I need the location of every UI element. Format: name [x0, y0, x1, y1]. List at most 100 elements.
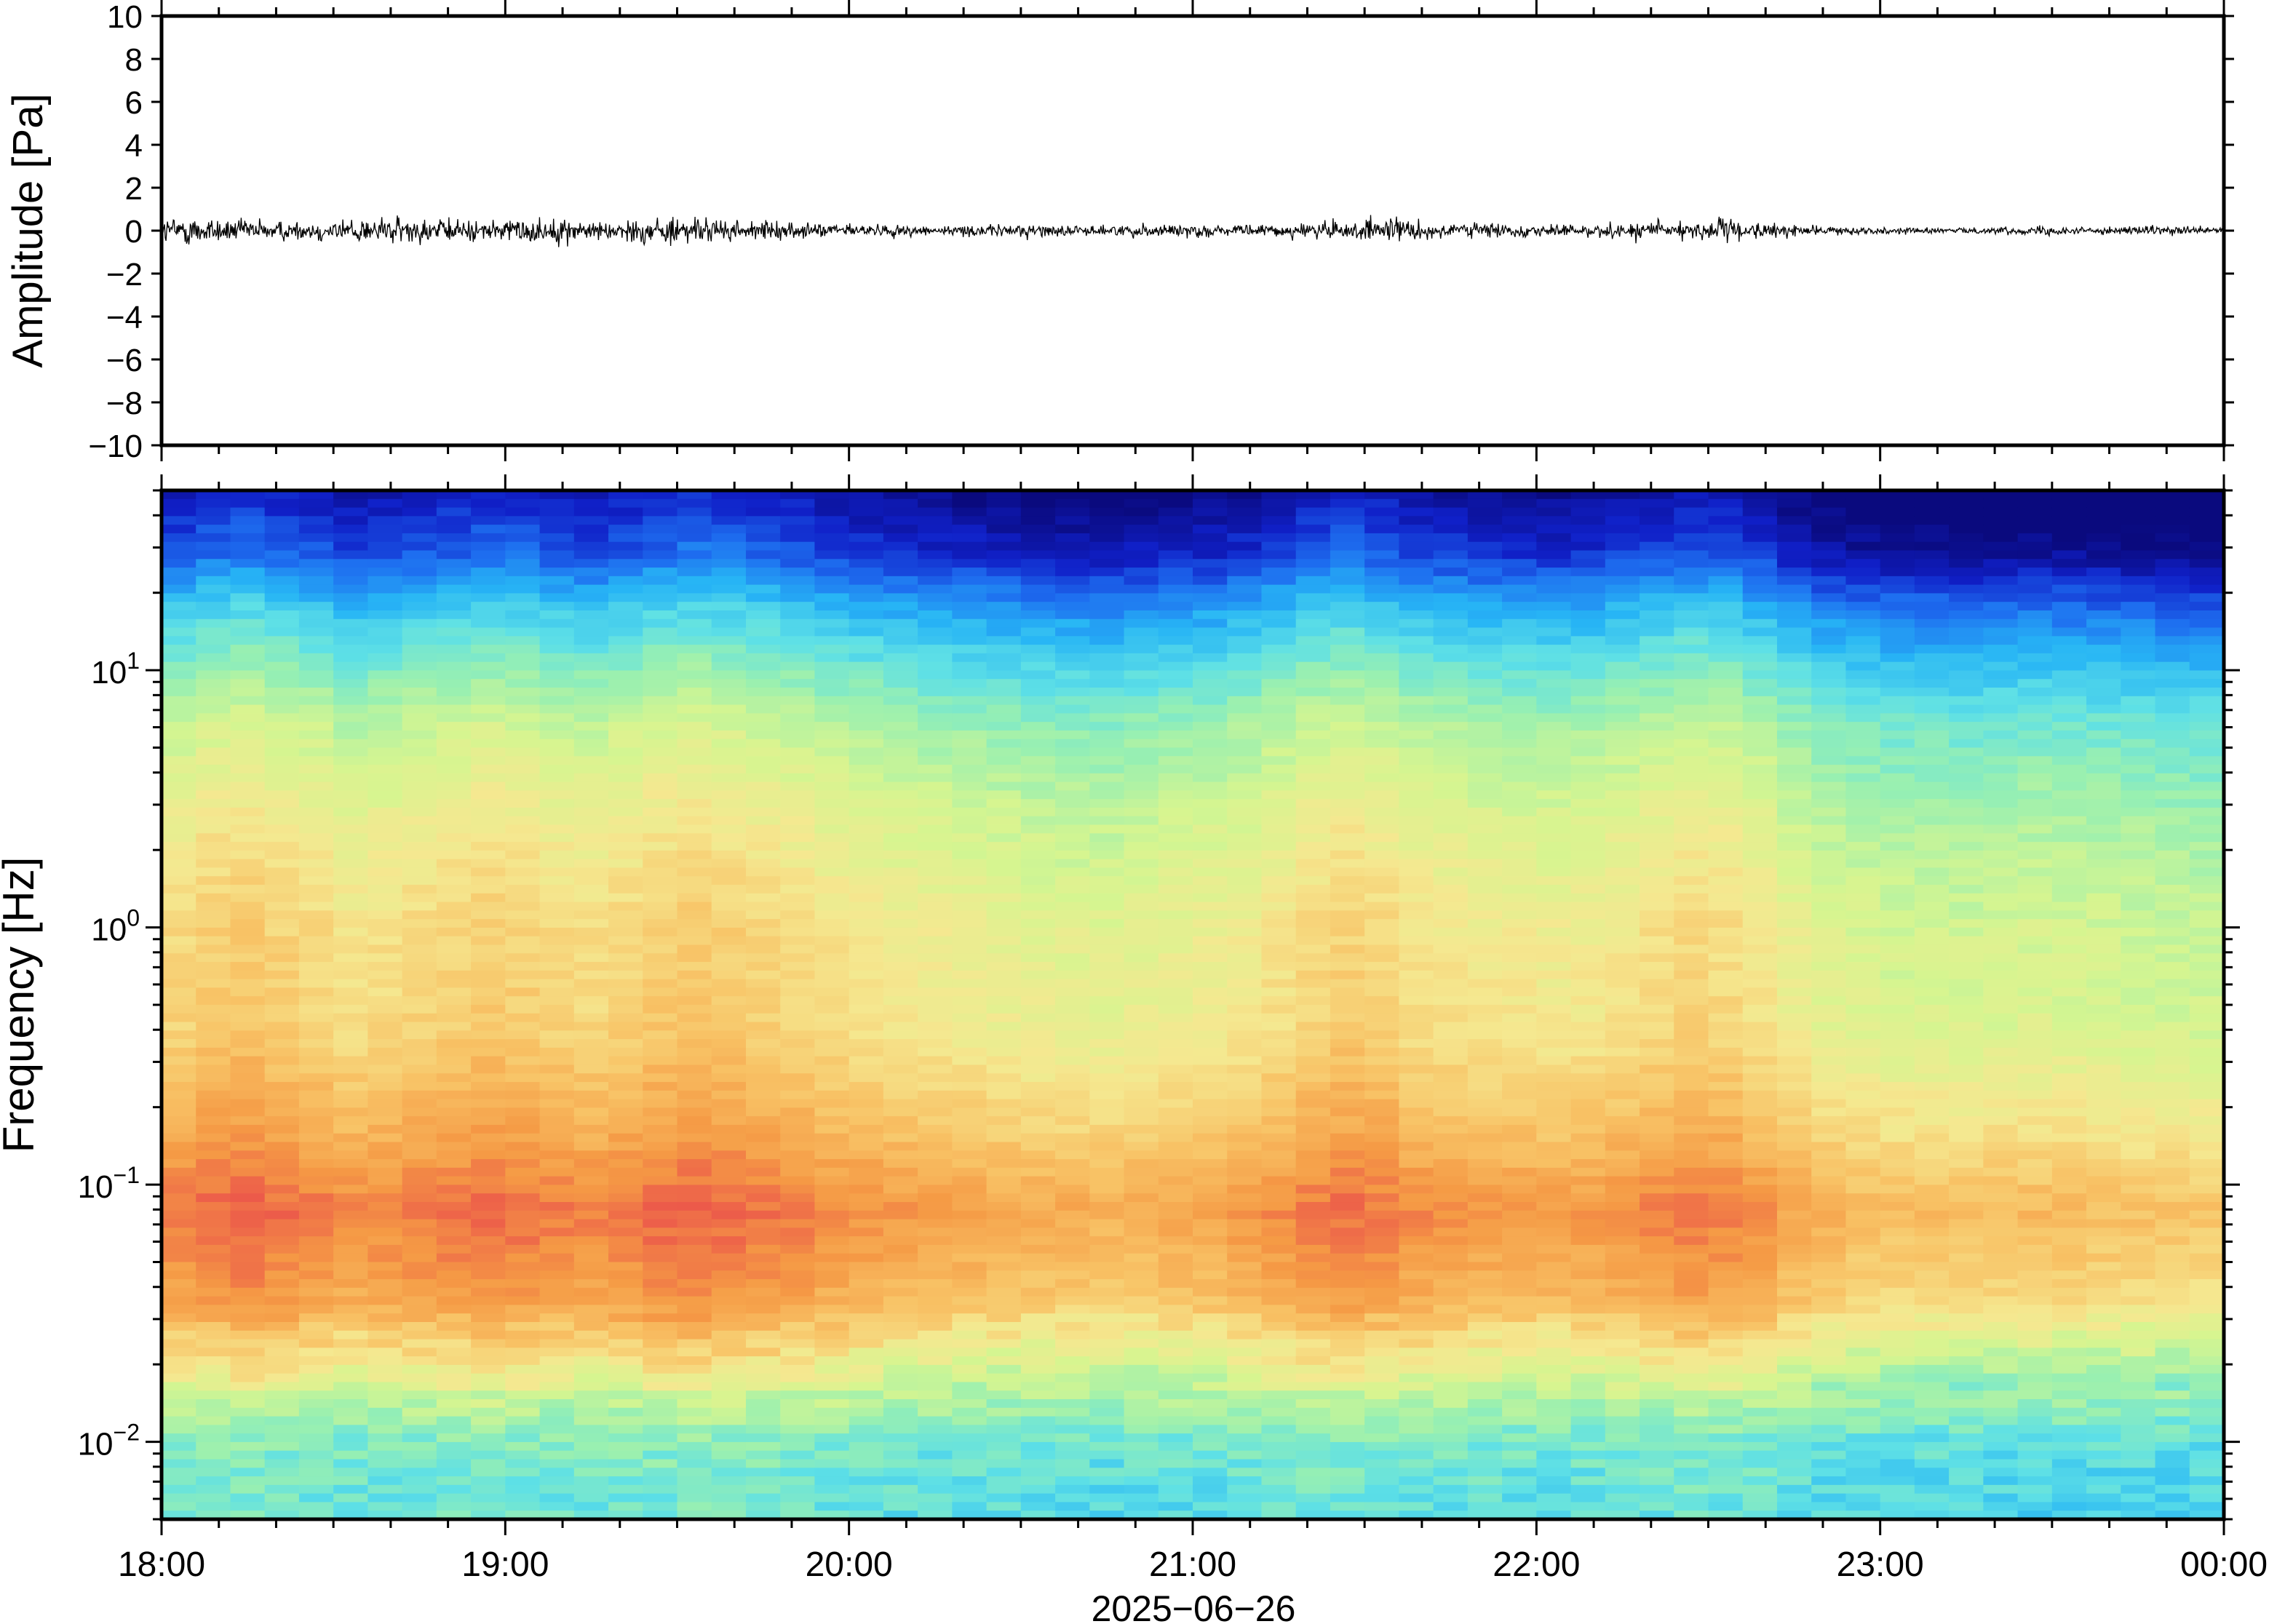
spectrogram-cell	[780, 1030, 816, 1040]
spectrogram-cell	[918, 1202, 953, 1211]
spectrogram-cell	[952, 1244, 988, 1254]
spectrogram-cell	[849, 979, 884, 989]
spectrogram-cell	[986, 1047, 1022, 1057]
spectrogram-cell	[1364, 568, 1400, 577]
spectrogram-cell	[1193, 842, 1228, 851]
spectrogram-cell	[643, 559, 678, 568]
spectrogram-cell	[1330, 1202, 1365, 1211]
spectrogram-cell	[1433, 1287, 1469, 1297]
spectrogram-cell	[1124, 970, 1159, 980]
spectrogram-cell	[333, 498, 369, 509]
spectrogram-cell	[952, 576, 988, 586]
spectrogram-cell	[539, 859, 575, 869]
spectrogram-cell	[1502, 1305, 1538, 1314]
spectrogram-cell	[608, 824, 644, 835]
spectrogram-cell	[608, 550, 644, 560]
spectrogram-cell	[608, 1167, 644, 1177]
spectrogram-cell	[1124, 541, 1159, 552]
spectrogram-cell	[1330, 979, 1365, 989]
spectrogram-cell	[264, 541, 300, 552]
spectrogram-cell	[1330, 987, 1365, 998]
spectrogram-cell	[1193, 516, 1228, 525]
spectrogram-cell	[1330, 1425, 1365, 1434]
spectrogram-cell	[711, 593, 747, 602]
spectrogram-cell	[1502, 1099, 1538, 1109]
spectrogram-cell	[436, 602, 472, 611]
spectrogram-cell	[1330, 730, 1365, 740]
spectrogram-cell	[162, 541, 197, 552]
spectrogram-cell	[539, 550, 575, 560]
spectrogram-cell	[918, 1305, 953, 1314]
spectrogram-cell	[1020, 799, 1056, 808]
spectrogram-cell	[367, 747, 403, 757]
spectrogram-cell	[1536, 893, 1572, 903]
spectrogram-cell	[436, 876, 472, 885]
spectrogram-cell	[1467, 1407, 1503, 1417]
spectrogram-cell	[333, 559, 369, 568]
spectrogram-cell	[230, 1073, 266, 1083]
spectrogram-cell	[1330, 704, 1365, 715]
spectrogram-cell	[1364, 1287, 1400, 1297]
spectrogram-cell	[608, 1339, 644, 1349]
spectrogram-cell	[1364, 885, 1400, 894]
spectrogram-cell	[883, 1185, 918, 1195]
spectrogram-cell	[1261, 730, 1297, 740]
spectrogram-cell	[1055, 867, 1091, 877]
spectrogram-cell	[298, 867, 334, 877]
spectrogram-cell	[883, 739, 918, 749]
spectrogram-cell	[1502, 507, 1538, 517]
spectrogram-cell	[780, 747, 816, 757]
spectrogram-cell	[918, 996, 953, 1006]
spectrogram-cell	[436, 936, 472, 946]
spectrogram-cell	[230, 559, 266, 568]
spectrogram-cell	[505, 1399, 541, 1409]
spectrogram-cell	[643, 979, 678, 989]
spectrogram-cell	[780, 1459, 816, 1469]
spectrogram-cell	[367, 1253, 403, 1263]
spectrogram-cell	[402, 1013, 437, 1023]
spectrogram-cell	[1536, 533, 1572, 543]
spectrogram-cell	[1089, 584, 1125, 594]
spectrogram-cell	[1433, 927, 1469, 937]
spectrogram-cell	[264, 1382, 300, 1392]
spectrogram-cell	[918, 893, 953, 903]
spectrogram-cell	[745, 1064, 781, 1075]
spectrogram-cell	[1158, 773, 1193, 783]
spectrogram-cell	[1020, 1124, 1056, 1134]
spectrogram-cell	[1193, 901, 1228, 912]
spectrogram-cell	[1364, 507, 1400, 517]
spectrogram-cell	[1536, 927, 1572, 937]
spectrogram-cell	[814, 1202, 850, 1211]
spectrogram-cell	[1295, 1262, 1331, 1272]
spectrogram-cell	[402, 584, 437, 594]
spectrogram-cell	[196, 636, 231, 645]
spectrogram-cell	[436, 1116, 472, 1126]
spectrogram-cell	[608, 1510, 644, 1519]
spectrogram-cell	[1433, 756, 1469, 765]
spectrogram-cell	[573, 533, 609, 543]
spectrogram-cell	[402, 602, 437, 611]
spectrogram-cell	[918, 1279, 953, 1289]
spectrogram-cell	[402, 1219, 437, 1229]
spectrogram-cell	[230, 730, 266, 740]
spectrogram-cell	[1399, 1219, 1434, 1229]
waveform-y-tick-label: 2	[125, 171, 143, 207]
spectrogram-cell	[780, 1390, 816, 1400]
spectrogram-cell	[264, 696, 300, 706]
spectrogram-cell	[505, 936, 541, 946]
spectrogram-cell	[1502, 1287, 1538, 1297]
spectrogram-cell	[1055, 1313, 1091, 1323]
spectrogram-cell	[1364, 550, 1400, 560]
spectrogram-cell	[573, 833, 609, 843]
spectrogram-cell	[1261, 747, 1297, 757]
spectrogram-cell	[230, 1039, 266, 1048]
spectrogram-cell	[162, 1116, 197, 1126]
spectrogram-cell	[986, 1296, 1022, 1306]
spectrogram-cell	[196, 739, 231, 749]
spectrogram-cell	[436, 645, 472, 654]
spectrogram-cell	[1158, 1064, 1193, 1075]
spectrogram-cell	[162, 1090, 197, 1100]
spectrogram-cell	[298, 979, 334, 989]
spectrogram-cell	[1364, 533, 1400, 543]
spectrogram-cell	[196, 1219, 231, 1229]
